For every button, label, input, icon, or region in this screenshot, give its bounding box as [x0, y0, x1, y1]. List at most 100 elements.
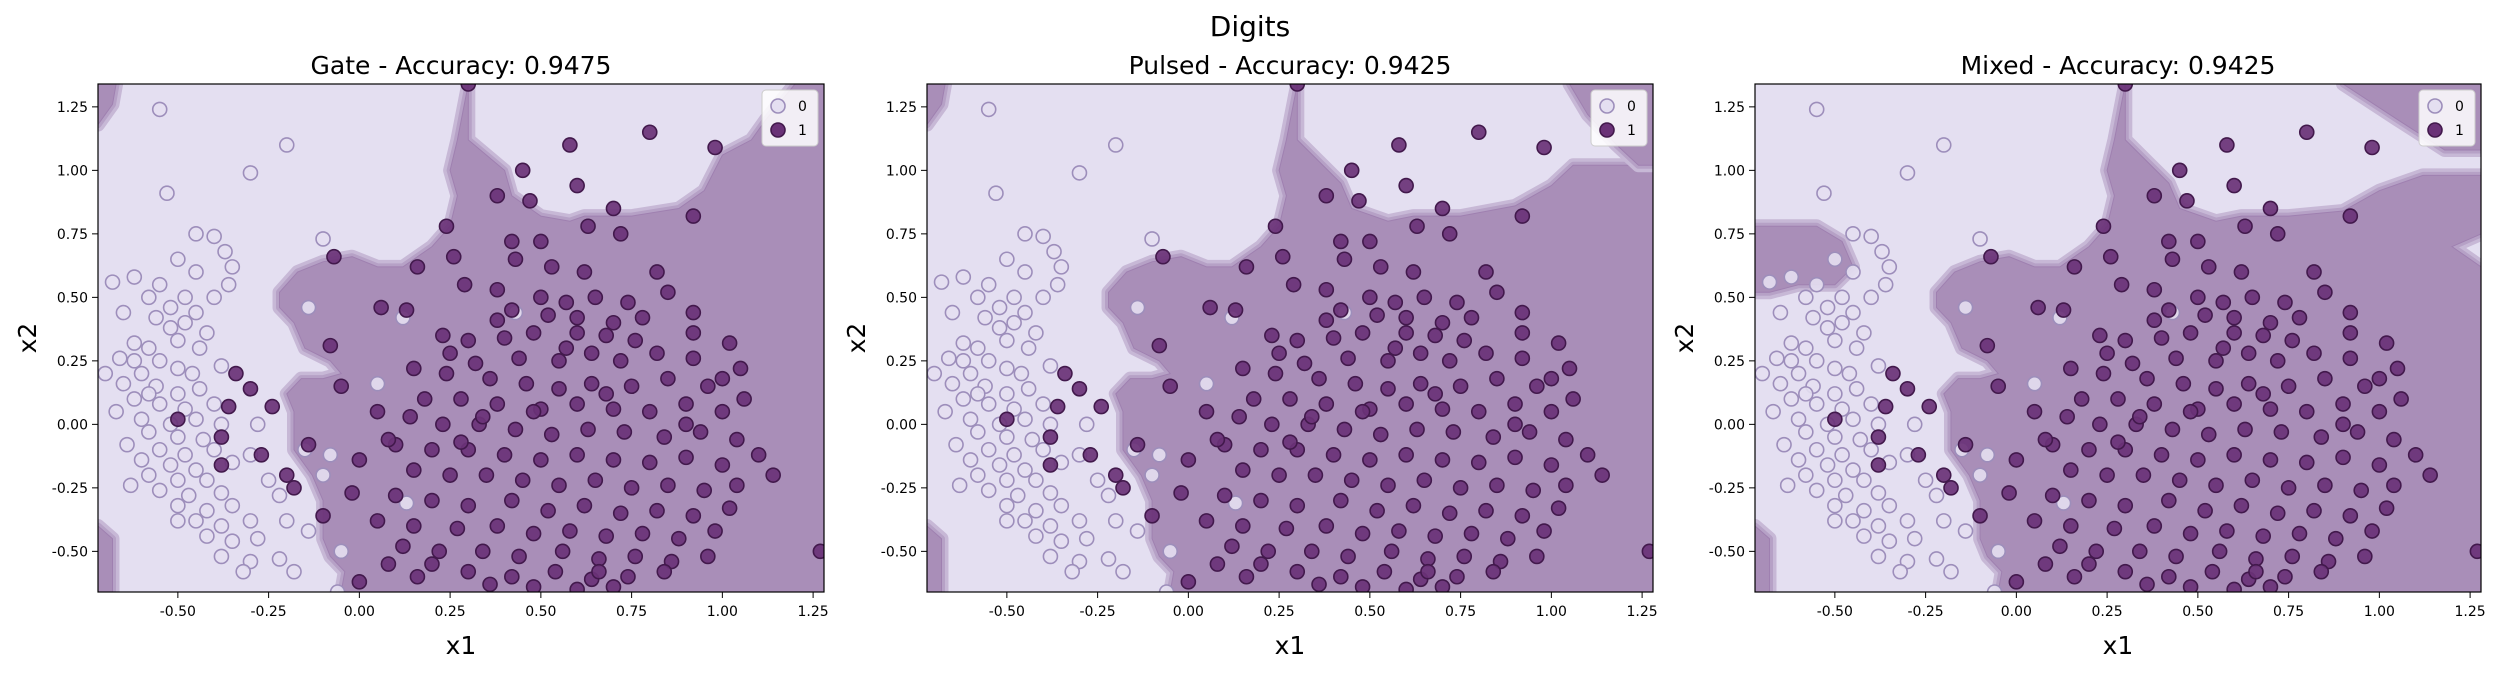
point-class-1 — [2317, 477, 2333, 494]
point-class-1 — [406, 518, 422, 534]
point-class-0 — [1772, 375, 1789, 392]
point-class-1 — [2389, 360, 2406, 377]
point-class-1 — [2328, 530, 2344, 547]
point-class-0 — [1943, 563, 1959, 580]
point-class-1 — [678, 396, 694, 412]
point-class-1 — [2291, 309, 2308, 326]
point-class-0 — [322, 447, 339, 463]
point-class-1 — [424, 492, 440, 509]
point-class-0 — [1841, 365, 1858, 382]
point-class-0 — [300, 523, 317, 539]
point-class-1 — [351, 574, 368, 590]
point-class-0 — [329, 584, 346, 592]
point-class-1 — [1456, 332, 1473, 349]
point-class-0 — [1017, 304, 1033, 321]
point-class-1 — [1198, 513, 1215, 529]
point-class-1 — [551, 353, 567, 369]
legend-box — [1590, 89, 1648, 147]
point-class-1 — [2371, 370, 2388, 387]
point-class-1 — [1245, 391, 1262, 407]
point-class-0 — [1827, 386, 1843, 402]
point-class-0 — [170, 429, 186, 445]
point-class-1 — [1470, 403, 1487, 420]
point-class-1 — [554, 543, 571, 560]
panel-mixed: -0.50 -0.25 0.00 0.25 0.50 0.75 1.00 1.25 -0.50 -… — [1670, 51, 2486, 660]
point-class-1 — [2030, 299, 2046, 316]
y-tick-label: 1.25 — [57, 100, 88, 116]
point-class-1 — [750, 447, 767, 463]
point-class-1 — [1369, 502, 1385, 519]
y-tick-label: 1.00 — [57, 163, 88, 179]
point-class-1 — [170, 411, 186, 428]
point-class-1 — [533, 452, 549, 468]
point-class-1 — [409, 259, 426, 275]
point-class-0 — [1798, 467, 1814, 483]
point-class-1 — [326, 248, 342, 265]
legend-box — [2418, 89, 2476, 147]
point-class-1 — [1921, 398, 1938, 415]
point-class-1 — [1398, 309, 1414, 326]
point-class-1 — [1434, 401, 1451, 417]
point-class-1 — [2182, 403, 2199, 420]
point-class-1 — [1267, 218, 1284, 235]
x-tick-label: 0.50 — [1354, 604, 1385, 620]
point-class-0 — [162, 320, 179, 336]
point-class-1 — [1216, 487, 1233, 504]
x-tick-label: 1.25 — [1627, 604, 1658, 620]
point-class-0 — [1805, 309, 1821, 326]
point-class-1 — [543, 259, 560, 275]
point-class-0 — [1827, 360, 1843, 377]
point-class-0 — [188, 304, 204, 321]
point-class-0 — [951, 477, 968, 494]
point-class-0 — [242, 165, 259, 181]
legend-label-0: 0 — [1627, 99, 1636, 115]
point-class-1 — [1412, 345, 1429, 362]
point-class-0 — [1028, 472, 1044, 489]
point-class-1 — [213, 429, 230, 445]
point-class-0 — [148, 309, 164, 326]
point-class-0 — [944, 375, 961, 392]
point-class-1 — [623, 480, 640, 496]
y-tick-label: -0.25 — [1709, 481, 1745, 497]
point-class-1 — [1489, 284, 1505, 301]
point-class-1 — [605, 401, 622, 417]
point-class-0 — [199, 325, 215, 341]
point-class-0 — [151, 441, 168, 458]
point-class-1 — [2026, 513, 2043, 529]
point-class-1 — [525, 525, 542, 542]
point-class-1 — [649, 502, 665, 519]
point-class-1 — [1478, 502, 1494, 519]
point-class-0 — [1768, 350, 1785, 367]
point-class-1 — [1427, 327, 1443, 344]
point-class-0 — [108, 403, 124, 420]
point-class-1 — [406, 462, 422, 478]
point-class-1 — [569, 177, 585, 194]
point-class-0 — [955, 269, 972, 285]
point-class-1 — [1235, 360, 1251, 377]
point-class-1 — [1267, 365, 1284, 382]
y-tick-label: 1.25 — [1714, 100, 1745, 116]
point-class-0 — [1845, 304, 1861, 321]
point-class-0 — [1816, 185, 1832, 202]
point-class-0 — [1808, 441, 1825, 458]
y-tick-label: 0.75 — [1714, 227, 1745, 243]
point-class-1 — [1579, 447, 1596, 463]
point-class-1 — [1336, 421, 1353, 438]
point-class-0 — [191, 380, 208, 397]
point-class-1 — [605, 452, 622, 468]
point-class-1 — [1253, 492, 1269, 509]
x-tick-label: 0.25 — [1264, 604, 1295, 620]
point-class-1 — [1155, 248, 1171, 265]
x-tick-label: 0.25 — [435, 604, 466, 620]
point-class-1 — [2277, 568, 2293, 585]
figure-suptitle: Digits — [1210, 10, 1290, 43]
point-class-1 — [460, 563, 477, 580]
point-class-0 — [1017, 462, 1033, 478]
point-class-0 — [1046, 243, 1062, 260]
point-class-0 — [1049, 276, 1066, 293]
point-class-1 — [2226, 309, 2242, 326]
point-class-1 — [525, 325, 542, 341]
point-class-0 — [398, 495, 415, 511]
y-tick-label: -0.50 — [1709, 544, 1745, 560]
point-class-1 — [812, 543, 824, 560]
